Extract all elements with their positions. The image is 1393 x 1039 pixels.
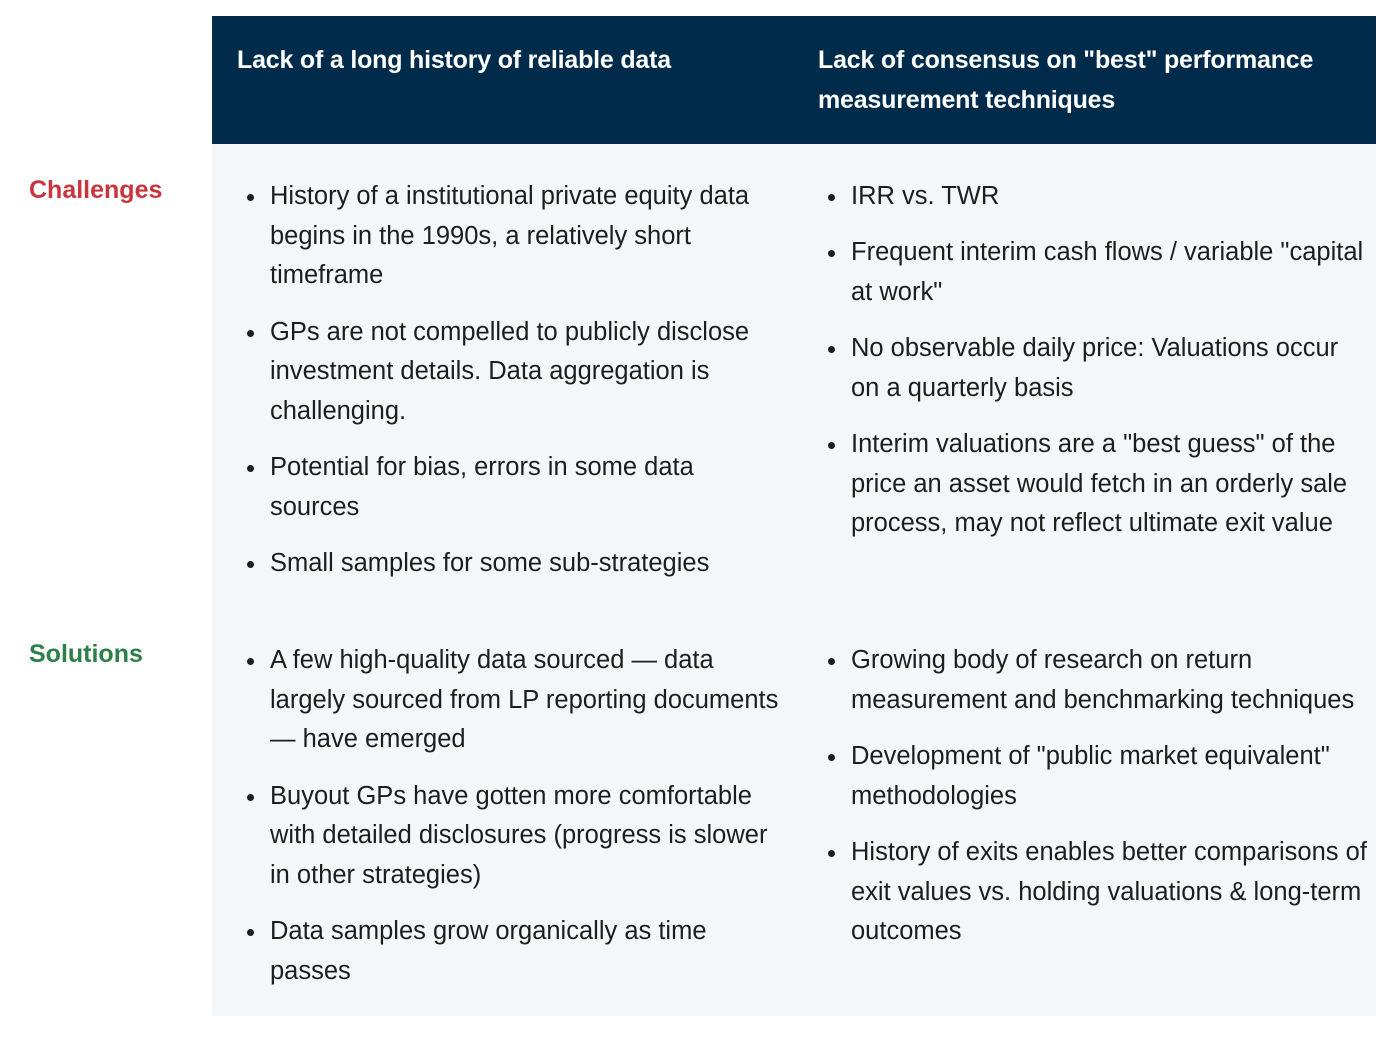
list-item: Buyout GPs have gotten more comfortable … <box>212 777 787 896</box>
bullet-icon <box>247 561 254 569</box>
list-item: IRR vs. TWR <box>793 177 1368 217</box>
list-item-text: Interim valuations are a "best guess" of… <box>851 430 1348 538</box>
list-item-text: IRR vs. TWR <box>851 182 1000 210</box>
bullet-icon <box>247 929 254 937</box>
bullet-icon <box>828 250 835 258</box>
table-body <box>212 144 1376 1016</box>
bullet-icon <box>828 442 835 450</box>
header-col-data-history: Lack of a long history of reliable data <box>237 46 671 74</box>
bullet-icon <box>247 658 254 665</box>
list-item: Interim valuations are a "best guess" of… <box>793 425 1368 544</box>
row-label-challenges: Challenges <box>29 176 163 204</box>
bullet-icon <box>247 465 254 473</box>
list-item: Potential for bias, errors in some data … <box>212 448 787 527</box>
bullet-icon <box>828 753 835 761</box>
list-item: A few high-quality data sourced — data l… <box>212 641 787 760</box>
solutions-measurement-list: Growing body of research on return measu… <box>793 641 1368 968</box>
list-item: Frequent interim cash flows / variable "… <box>793 233 1368 312</box>
list-item-text: Frequent interim cash flows / variable "… <box>851 238 1364 306</box>
list-item-text: Data samples grow organically as time pa… <box>270 917 707 985</box>
list-item-text: History of exits enables better comparis… <box>851 837 1367 946</box>
table-header <box>212 16 1376 144</box>
bullet-icon <box>247 329 254 337</box>
list-item: Small samples for some sub-strategies <box>212 544 787 584</box>
list-item-text: Small samples for some sub-strategies <box>270 549 710 578</box>
bullet-icon <box>247 793 254 801</box>
row-label-solutions: Solutions <box>29 640 143 668</box>
list-item-text: Development of "public market equivalent… <box>851 741 1330 810</box>
challenges-measurement-list: IRR vs. TWR Frequent interim cash flows /… <box>793 177 1368 561</box>
solutions-data-list: A few high-quality data sourced — data l… <box>212 641 787 1008</box>
challenges-data-list: History of a institutional private equit… <box>212 177 787 600</box>
header-col-measurement: Lack of consensus on "best" performance … <box>818 46 1314 114</box>
list-item-text: No observable daily price: Valuations oc… <box>851 334 1339 402</box>
bullet-icon <box>828 658 835 665</box>
list-item: Growing body of research on return measu… <box>793 641 1368 720</box>
bullet-icon <box>828 346 835 354</box>
bullet-icon <box>247 194 254 201</box>
list-item-text: History of a institutional private equit… <box>270 182 750 290</box>
bullet-icon <box>828 849 835 857</box>
list-item-text: Buyout GPs have gotten more comfortable … <box>270 781 768 890</box>
list-item: History of exits enables better comparis… <box>793 833 1368 952</box>
list-item-text: Potential for bias, errors in some data … <box>270 453 694 521</box>
list-item: No observable daily price: Valuations oc… <box>793 329 1368 408</box>
bullet-icon <box>828 194 835 201</box>
list-item-text: A few high-quality data sourced — data l… <box>270 646 779 754</box>
list-item: GPs are not compelled to publicly disclo… <box>212 313 787 432</box>
list-item: History of a institutional private equit… <box>212 177 787 296</box>
list-item-text: Growing body of research on return measu… <box>851 646 1355 714</box>
list-item-text: GPs are not compelled to publicly disclo… <box>270 317 750 426</box>
list-item: Development of "public market equivalent… <box>793 737 1368 816</box>
list-item: Data samples grow organically as time pa… <box>212 912 787 991</box>
